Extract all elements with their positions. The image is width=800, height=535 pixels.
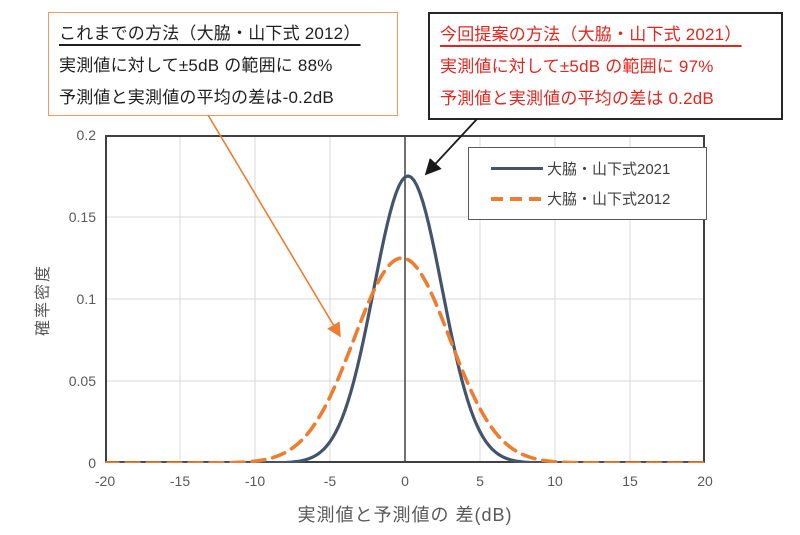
x-tick-label: 20 [697, 473, 713, 489]
previous-method-line2: 予測値と実測値の平均の差は-0.2dB [59, 88, 334, 107]
y-axis-title: 確率密度 [35, 264, 52, 337]
y-tick-label: 0.2 [76, 127, 96, 143]
x-tick-label: -20 [94, 473, 116, 489]
previous-method-line1: 実測値に対して±5dB の範囲に 88% [59, 56, 333, 75]
curve-大脇・山下式2012 [105, 256, 705, 463]
y-tick-label: 0.05 [68, 373, 96, 389]
x-tick-label: 10 [547, 473, 563, 489]
proposed-method-line1: 実測値に対して±5dB の範囲に 97% [440, 57, 714, 76]
x-tick-label: 0 [401, 473, 409, 489]
dashed-line-sample-icon [491, 196, 543, 201]
x-tick-label: -10 [244, 473, 266, 489]
curve-大脇・山下式2021 [105, 174, 705, 463]
legend-label: 大脇・山下式2012 [547, 191, 671, 209]
plot-border [105, 135, 705, 463]
solid-line-sample-icon [491, 166, 543, 170]
x-tick-label: -5 [323, 473, 337, 489]
legend-entry: 大脇・山下式2012 [469, 188, 706, 209]
previous-method-title: これまでの方法（大脇・山下式 2012） [59, 24, 361, 43]
y-tick-label: 0.15 [68, 209, 96, 225]
y-tick-label: 0.1 [76, 291, 96, 307]
annotation-box-previous-method: これまでの方法（大脇・山下式 2012） 実測値に対して±5dB の範囲に 88… [48, 12, 398, 116]
y-tick-label: 0 [88, 455, 96, 471]
proposed-method-title: 今回提案の方法（大脇・山下式 2021） [440, 25, 742, 44]
x-tick-label: 15 [622, 473, 638, 489]
legend-entry: 大脇・山下式2021 [469, 158, 706, 179]
proposed-method-line2: 予測値と実測値の平均の差は 0.2dB [440, 89, 714, 108]
x-tick-label: 5 [476, 473, 484, 489]
legend: 大脇・山下式2021 大脇・山下式2012 [468, 147, 707, 220]
x-axis-title: 実測値と予測値の 差(dB) [297, 505, 513, 525]
legend-label: 大脇・山下式2021 [547, 160, 671, 178]
annotation-box-proposed-method: 今回提案の方法（大脇・山下式 2021） 実測値に対して±5dB の範囲に 97… [428, 12, 783, 120]
x-tick-label: -15 [169, 473, 191, 489]
